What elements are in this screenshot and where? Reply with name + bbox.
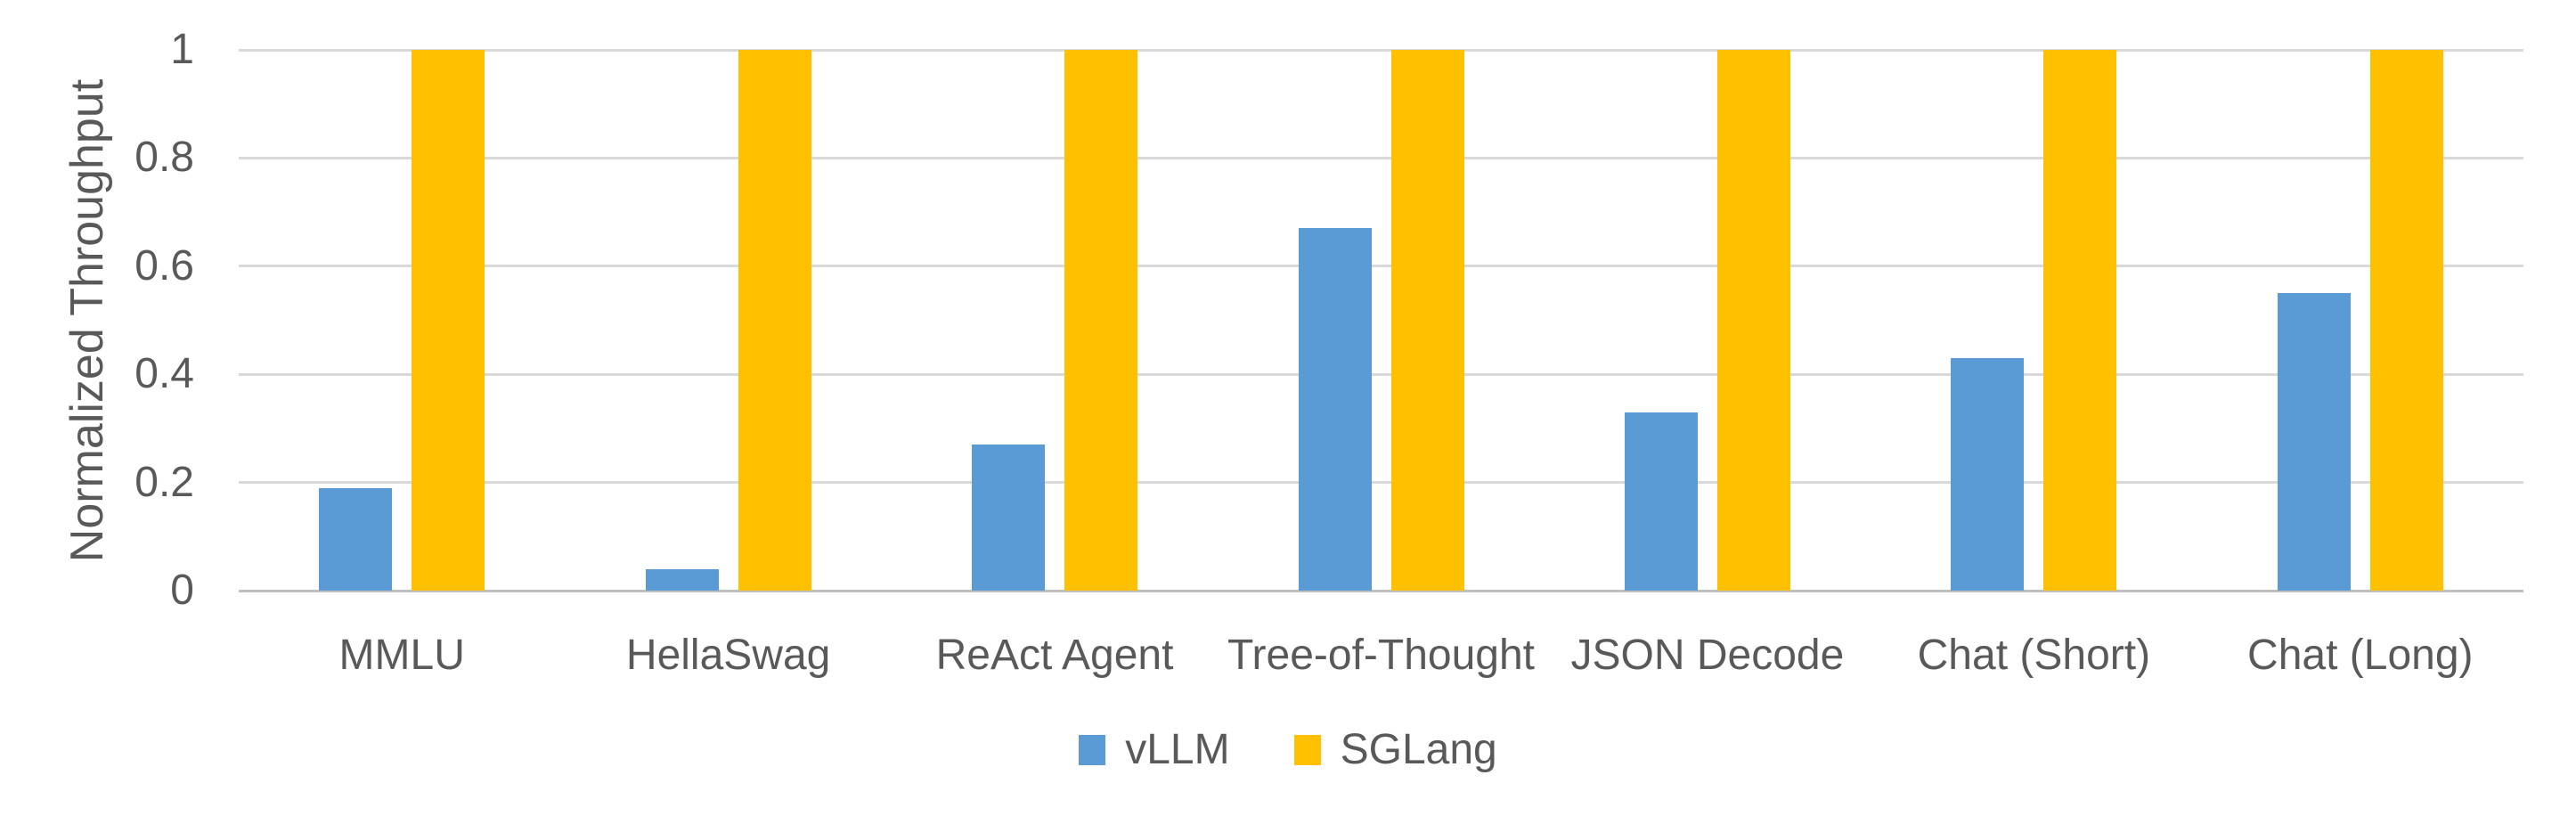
bar-sglang-chat-long (2369, 50, 2443, 591)
x-axis-label: JSON Decode (1570, 632, 1845, 679)
bar-vllm-mmlu (319, 487, 393, 591)
gridline (239, 156, 2523, 159)
bar-vllm-chat-long (2277, 293, 2351, 591)
bar-sglang-json-decode (1716, 50, 1790, 591)
gridline (239, 265, 2523, 268)
bar-sglang-chat-short (2043, 50, 2117, 591)
x-axis-label: ReAct Agent (935, 632, 1174, 679)
gridline (239, 372, 2523, 376)
legend-swatch-icon (1293, 735, 1321, 765)
y-axis-title-wrap: Normalized Throughput (47, 50, 127, 591)
y-tick-label: 0.4 (135, 350, 194, 398)
x-axis-label: MMLU (338, 632, 465, 679)
legend-label: SGLang (1340, 726, 1497, 773)
legend-item-sglang: SGLang (1293, 726, 1497, 773)
legend: vLLM SGLang (0, 729, 2576, 771)
bar-vllm-tree-of-thought (1298, 228, 1372, 591)
bar-sglang-mmlu (412, 50, 485, 591)
bar-sglang-react-agent (1064, 50, 1138, 591)
gridline (239, 48, 2523, 52)
legend-label: vLLM (1125, 726, 1230, 773)
bar-vllm-react-agent (972, 445, 1046, 591)
x-axis-label: Chat (Short) (1917, 632, 2151, 679)
y-tick-label: 0.8 (135, 134, 194, 182)
y-tick-label: 0.2 (135, 458, 194, 506)
y-tick-label: 1 (170, 26, 194, 73)
bar-vllm-hellaswag (645, 568, 719, 591)
legend-swatch-icon (1079, 735, 1106, 765)
y-tick-label: 0 (170, 567, 194, 614)
x-axis-label: Chat (Long) (2247, 632, 2474, 679)
bar-sglang-tree-of-thought (1390, 50, 1464, 591)
bar-vllm-json-decode (1624, 412, 1698, 591)
y-tick-label: 0.6 (135, 241, 194, 290)
bar-sglang-hellaswag (738, 50, 811, 591)
x-axis-label: Tree-of-Thought (1227, 632, 1536, 679)
x-axis-label: HellaSwag (625, 632, 831, 679)
x-axis-line (239, 589, 2523, 592)
bar-vllm-chat-short (1951, 357, 2025, 591)
gridline (239, 481, 2523, 485)
legend-item-vllm: vLLM (1079, 726, 1230, 773)
